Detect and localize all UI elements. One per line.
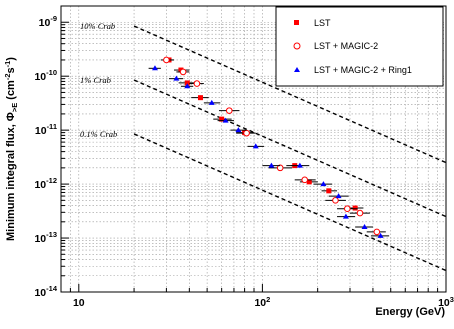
data-point-triangle: [252, 143, 259, 149]
x-tick-label: 10: [73, 297, 85, 309]
legend-marker-lst-magic2-ring1: [294, 67, 300, 72]
data-point-open-circle: [225, 107, 233, 114]
plot-frame-border: [60, 5, 447, 293]
x-tick-label-base: 10: [438, 297, 450, 309]
x-tick-label-base: 10: [254, 297, 266, 309]
data-point-triangle: [268, 162, 275, 168]
crab-reference-line: [133, 25, 447, 164]
series-3: [148, 65, 390, 238]
data-point-triangle: [184, 83, 191, 89]
crab-reference-label: 0.1% Crab: [80, 129, 117, 139]
x-axis-title: Energy (GeV): [375, 306, 445, 318]
data-point-triangle: [320, 181, 327, 187]
y-tick-label-base: 10: [39, 17, 51, 29]
data-point-square: [184, 80, 190, 86]
data-point-triangle: [335, 193, 342, 199]
x-tick-label-base: 10: [73, 297, 85, 309]
y-tick-label: 10-12: [34, 176, 57, 191]
data-point-open-circle: [276, 164, 284, 172]
data-point-triangle: [151, 65, 158, 71]
data-point-triangle: [361, 224, 368, 230]
data-point-triangle: [208, 99, 215, 105]
legend: LST LST + MAGIC-2 LST + MAGIC-2 + Ring1: [275, 6, 444, 87]
y-axis-title-sub: >E: [10, 103, 19, 112]
y-tick-label: 10-11: [35, 122, 57, 137]
data-points: [148, 56, 390, 238]
data-point-open-circle: [179, 68, 187, 76]
y-tick-label-exp: -13: [46, 230, 57, 239]
series-2: [160, 56, 386, 236]
legend-label-lst: LST: [314, 18, 331, 28]
data-point-open-circle: [193, 80, 201, 87]
y-tick-label-exp: -10: [46, 68, 57, 77]
data-point-triangle: [222, 117, 229, 123]
data-point-open-circle: [356, 209, 364, 217]
crab-reference-line: [133, 133, 447, 272]
data-point-open-circle: [373, 228, 381, 236]
y-tick-label: 10-14: [34, 284, 57, 299]
data-point-triangle: [342, 213, 349, 219]
y-tick-label: 10-9: [39, 14, 57, 29]
y-tick-label-exp: -12: [46, 176, 57, 185]
y-tick-label-exp: -11: [47, 122, 57, 131]
data-point-open-circle: [332, 197, 339, 204]
legend-marker-lst: [294, 20, 299, 25]
crab-reference-line: [133, 79, 447, 218]
data-point-triangle: [173, 75, 180, 81]
y-tick-label-base: 10: [35, 125, 47, 137]
x-tick-label-exp: 3: [450, 295, 454, 304]
legend-label-lst-magic2-ring1: LST + MAGIC-2 + Ring1: [314, 65, 412, 75]
y-tick-label-base: 10: [34, 287, 46, 299]
data-point-square: [306, 179, 312, 185]
crab-reference-label: 10% Crab: [80, 21, 115, 31]
y-axis-title: Minimum integral flux, Φ>E (cm-2s-1): [3, 57, 19, 241]
data-point-open-circle: [243, 129, 250, 137]
reference-lines: 10% Crab 1% Crab 0.1% Crab: [80, 21, 447, 272]
y-axis-title-unit-mid: s: [5, 67, 17, 73]
y-axis-title-unit-exp1: -2: [3, 73, 12, 80]
y-axis-title-main: Minimum integral flux, Φ: [5, 112, 17, 241]
data-point-square: [219, 116, 225, 122]
y-tick-label-exp: -14: [46, 284, 58, 293]
y-axis-title-unit: (cm: [5, 80, 17, 103]
data-point-open-circle: [163, 56, 170, 64]
y-axis-title-unit-end: ): [5, 57, 17, 61]
data-point-open-circle: [343, 205, 351, 212]
x-tick-label: 103: [438, 295, 454, 309]
y-axis-title-unit-exp2: -1: [3, 61, 12, 68]
y-tick-label-base: 10: [34, 233, 46, 245]
data-point-square: [352, 205, 358, 211]
y-tick-label: 10-13: [34, 230, 57, 245]
y-tick-label: 10-10: [34, 68, 57, 83]
x-tick-label-exp: 2: [266, 295, 270, 304]
legend-marker-lst-magic2: [293, 42, 301, 50]
y-tick-label-base: 10: [34, 71, 46, 83]
y-tick-label-exp: -9: [50, 14, 57, 23]
data-point-triangle: [377, 232, 384, 238]
legend-label-lst-magic2: LST + MAGIC-2: [314, 41, 378, 51]
data-point-square: [326, 188, 332, 194]
data-point-square: [197, 95, 203, 101]
y-tick-label-base: 10: [34, 179, 46, 191]
data-point-triangle: [296, 162, 303, 168]
data-point-triangle: [235, 127, 242, 133]
legend-box: [275, 6, 444, 87]
data-point-open-circle: [301, 176, 309, 184]
crab-reference-label: 1% Crab: [80, 75, 111, 85]
x-tick-label: 102: [254, 295, 270, 309]
